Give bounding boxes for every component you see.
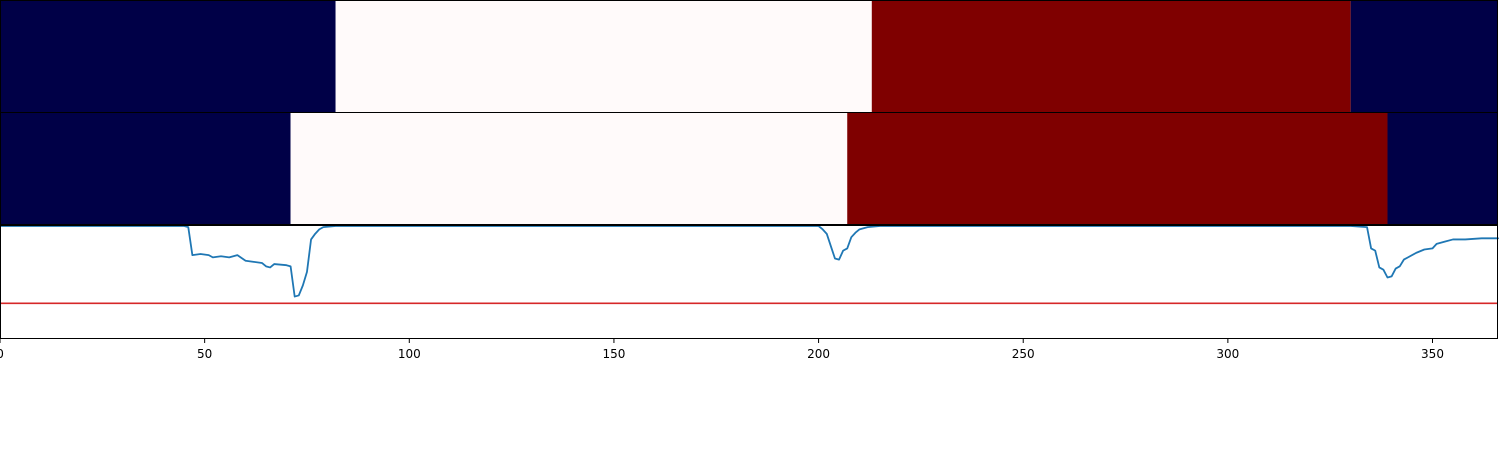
band-row-2-segment-4 [1387, 113, 1498, 224]
x-tick-label-50: 50 [197, 347, 212, 361]
band-row-2-segment-2 [290, 113, 848, 224]
x-tick-label-350: 350 [1421, 347, 1444, 361]
band-layer [0, 0, 1498, 225]
x-tick-label-100: 100 [398, 347, 421, 361]
band-row-2-segment-1 [0, 113, 291, 224]
axis-layer: 0 50 100 150 200 250 300 350 [0, 225, 1498, 361]
x-tick-label-200: 200 [807, 347, 830, 361]
series-line-1 [0, 225, 1499, 298]
x-tick-label-0: 0 [0, 347, 4, 361]
band-row-1 [0, 0, 1498, 113]
x-tick-label-300: 300 [1216, 347, 1239, 361]
x-tick-label-150: 150 [602, 347, 625, 361]
band-row-2-frame [0, 112, 1498, 225]
x-tick-label-250: 250 [1012, 347, 1035, 361]
band-row-1-segment-3 [871, 1, 1351, 112]
band-row-2-segment-3 [847, 113, 1388, 224]
plot-layer [0, 225, 1499, 305]
band-row-1-segment-4 [1350, 1, 1498, 112]
band-row-1-segment-1 [0, 1, 336, 112]
band-row-1-segment-2 [335, 1, 872, 112]
plot-frame [0, 225, 1498, 339]
band-row-2 [0, 112, 1498, 225]
